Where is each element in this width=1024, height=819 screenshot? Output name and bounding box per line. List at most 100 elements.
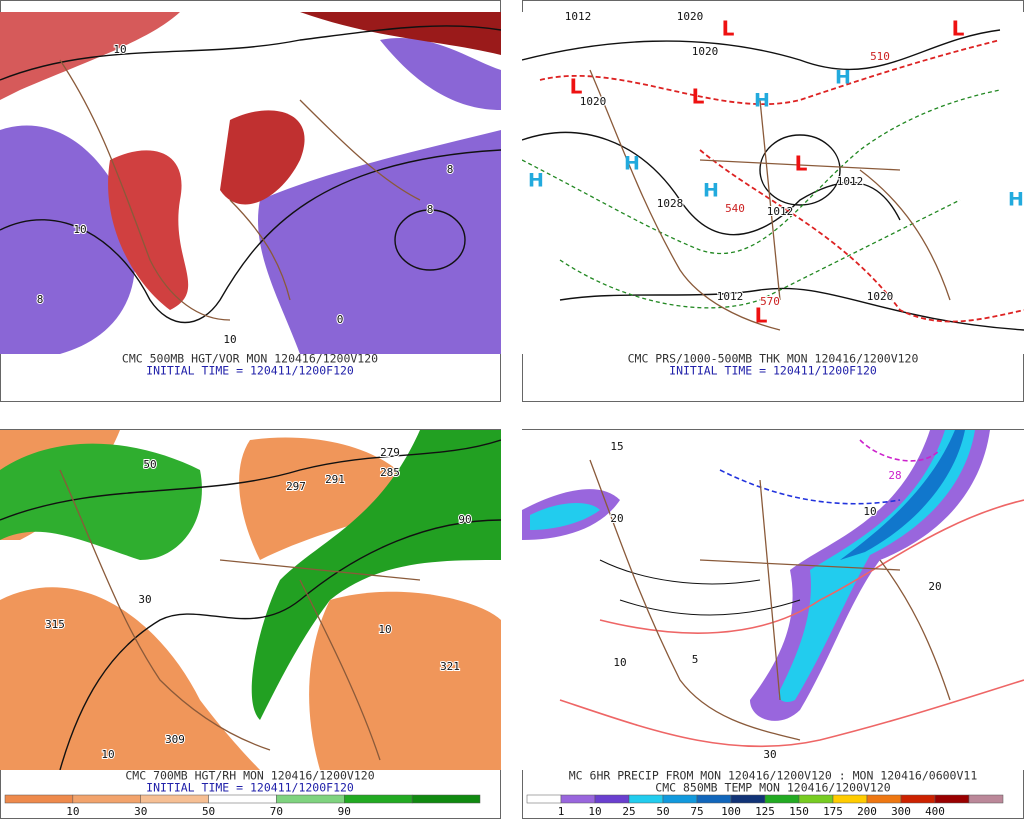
humidity-map xyxy=(0,430,501,770)
vorticity-map xyxy=(0,12,501,354)
contour-label: 15 xyxy=(610,440,623,453)
colorbar-label: 125 xyxy=(755,805,775,818)
contour-label: 1012 xyxy=(565,10,592,23)
colorbar-label: 150 xyxy=(789,805,809,818)
colorbar-label: 100 xyxy=(721,805,741,818)
contour-label: 309 xyxy=(165,733,185,746)
contour-label: 510 xyxy=(870,50,890,63)
contour-label: 0 xyxy=(337,313,344,326)
colorbar-label: 50 xyxy=(202,805,215,818)
low-marker: L xyxy=(795,152,808,176)
contour-label: 8 xyxy=(37,293,44,306)
colorbar-segment xyxy=(798,794,834,804)
colorbar-segment xyxy=(662,794,698,804)
contour-label: 321 xyxy=(440,660,460,673)
contour-label: 90 xyxy=(458,513,471,526)
colorbar-label: 30 xyxy=(134,805,147,818)
colorbar-label: 200 xyxy=(857,805,877,818)
colorbar-segment xyxy=(934,794,970,804)
contour-label: 10 xyxy=(378,623,391,636)
colorbar-segment xyxy=(696,794,732,804)
colorbar-segment xyxy=(4,794,74,804)
colorbar-segment xyxy=(764,794,800,804)
low-marker: L xyxy=(692,85,705,109)
contour-label: 570 xyxy=(760,295,780,308)
colorbar-segment xyxy=(594,794,630,804)
caption: CMC 700MB HGT/RH MON 120416/1200V120 xyxy=(125,769,374,783)
contour-label: 1012 xyxy=(837,175,864,188)
colorbar-label: 300 xyxy=(891,805,911,818)
contour-label: 10 xyxy=(613,656,626,669)
contour-label: 30 xyxy=(763,748,776,761)
colorbar-label: 70 xyxy=(270,805,283,818)
low-marker: L xyxy=(722,17,735,41)
colorbar-segment xyxy=(730,794,766,804)
contour-label: 10 xyxy=(73,223,86,236)
contour-label: 285 xyxy=(380,466,400,479)
high-marker: H xyxy=(624,153,640,175)
colorbar-segment xyxy=(411,794,481,804)
contour-label: 1020 xyxy=(867,290,894,303)
contour-label: 10 xyxy=(223,333,236,346)
caption: CMC 500MB HGT/VOR MON 120416/1200V120 xyxy=(122,352,378,366)
colorbar-segment xyxy=(866,794,902,804)
contour-label: 10 xyxy=(101,748,114,761)
low-marker: L xyxy=(952,17,965,41)
caption: MC 6HR PRECIP FROM MON 120416/1200V120 :… xyxy=(569,769,978,783)
contour-label: 1020 xyxy=(580,95,607,108)
colorbar-segment xyxy=(140,794,209,804)
colorbar-label: 90 xyxy=(338,805,351,818)
contour-label: 10 xyxy=(113,43,126,56)
colorbar-segment xyxy=(628,794,664,804)
colorbar-label: 175 xyxy=(823,805,843,818)
contour-label: 315 xyxy=(45,618,65,631)
contour-label: 28 xyxy=(888,469,901,482)
initial-time: CMC 850MB TEMP MON 120416/1200V120 xyxy=(655,781,890,795)
colorbar-segment xyxy=(968,794,1004,804)
initial-time: INITIAL TIME = 120411/1200F120 xyxy=(146,781,354,795)
contour-label: 1012 xyxy=(717,290,744,303)
high-marker: H xyxy=(835,67,851,89)
contour-label: 297 xyxy=(286,480,306,493)
colorbar-label: 25 xyxy=(622,805,635,818)
contour-label: 8 xyxy=(447,163,454,176)
contour-label: 1020 xyxy=(692,45,719,58)
contour-label: 30 xyxy=(138,593,151,606)
colorbar-segment xyxy=(72,794,141,804)
labels: CMC 500MB HGT/VOR MON 120416/1200V120 INI… xyxy=(36,9,1024,795)
high-marker: H xyxy=(754,90,770,112)
contour-label: 1028 xyxy=(657,197,684,210)
contour-label: 8 xyxy=(427,203,434,216)
precip-map xyxy=(522,430,1024,770)
contour-label: 20 xyxy=(610,512,623,525)
contour-label: 10 xyxy=(863,505,876,518)
colorbar-label: 50 xyxy=(656,805,669,818)
contour-label: 291 xyxy=(325,473,345,486)
caption: CMC PRS/1000-500MB THK MON 120416/1200V1… xyxy=(628,352,919,366)
colorbar-segment xyxy=(560,794,596,804)
low-marker: L xyxy=(570,75,583,99)
contour-label: 1020 xyxy=(677,10,704,23)
colorbar-segment xyxy=(832,794,868,804)
contour-label: 279 xyxy=(380,446,400,459)
contour-label: 5 xyxy=(692,653,699,666)
colorbar-label: 10 xyxy=(66,805,79,818)
high-marker: H xyxy=(703,180,719,202)
colorbar-label: 75 xyxy=(690,805,703,818)
contour-label: 1012 xyxy=(767,205,794,218)
colorbars: 10 30 50 70 90 1 10 25 50 75 100 125 150 175 200 300 400 xyxy=(4,794,1004,818)
colorbar-segment xyxy=(344,794,413,804)
pressure-map xyxy=(522,12,1024,354)
colorbar-segment xyxy=(526,794,562,804)
high-marker: H xyxy=(528,170,544,192)
low-marker: L xyxy=(755,304,768,328)
colorbar-segment xyxy=(208,794,277,804)
initial-time: INITIAL TIME = 120411/1200F120 xyxy=(669,364,877,378)
colorbar-label: 400 xyxy=(925,805,945,818)
colorbar-segment xyxy=(276,794,345,804)
contour-label: 540 xyxy=(725,202,745,215)
colorbar-label: 1 xyxy=(558,805,565,818)
colorbar-label: 10 xyxy=(588,805,601,818)
colorbar-segment xyxy=(900,794,936,804)
